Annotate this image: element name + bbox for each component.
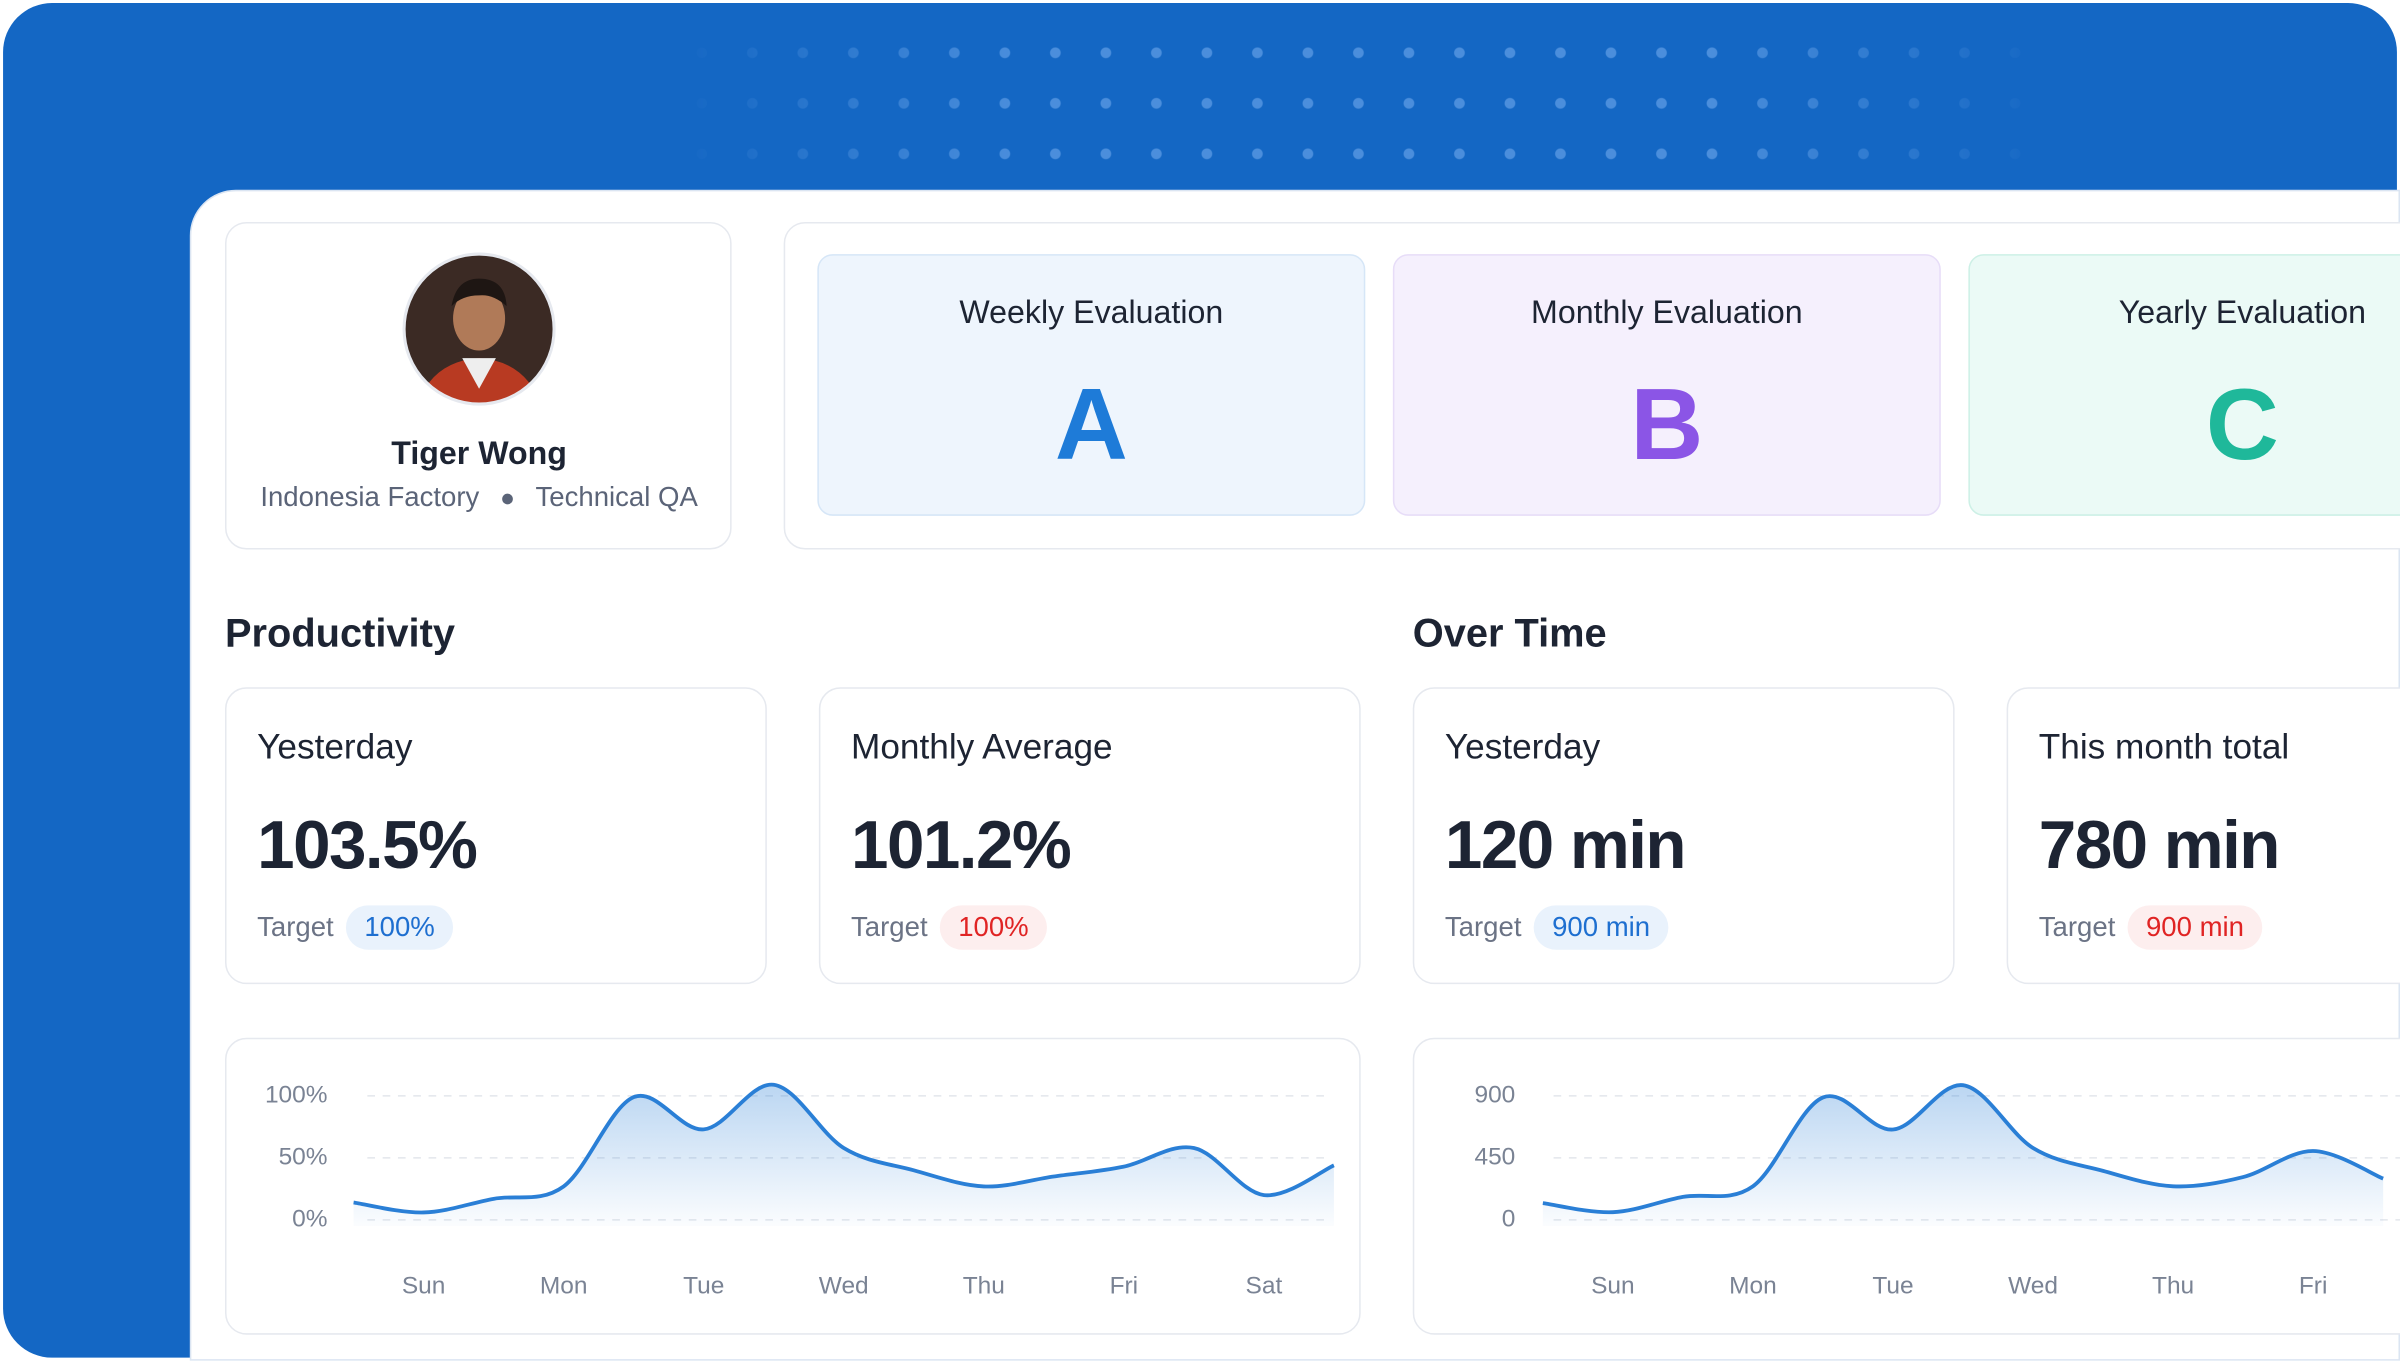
y-tick-label: 50% bbox=[279, 1143, 328, 1170]
x-tick-label: Tue bbox=[683, 1273, 724, 1300]
area bbox=[1542, 1085, 2384, 1227]
evaluation-grade: A bbox=[1054, 367, 1128, 481]
target-row: Target 900 min bbox=[2038, 905, 2263, 950]
area bbox=[353, 1084, 1334, 1227]
x-tick-label: Mon bbox=[540, 1273, 588, 1300]
evaluation-grade: C bbox=[2205, 367, 2279, 481]
x-tick-label: Sat bbox=[1246, 1273, 1283, 1300]
line bbox=[353, 1082, 1335, 1215]
location: Indonesia Factory bbox=[260, 481, 480, 512]
x-tick-label: Thu bbox=[2152, 1273, 2194, 1300]
role: Technical QA bbox=[535, 481, 698, 512]
stat-value: 103.5% bbox=[257, 808, 478, 884]
stat-card bbox=[818, 687, 1361, 985]
x-tick-label: Sun bbox=[402, 1273, 446, 1300]
separator bbox=[502, 493, 514, 504]
avatar bbox=[402, 252, 556, 406]
evaluation-title: Yearly Evaluation bbox=[2118, 295, 2366, 331]
dot-pattern bbox=[676, 27, 2055, 190]
weekly-evaluation bbox=[817, 254, 1366, 516]
target-row: Target 900 min bbox=[1444, 905, 1669, 950]
y-tick-label: 100% bbox=[265, 1081, 328, 1108]
stat-card bbox=[224, 687, 767, 985]
stat-value: 780 min bbox=[2038, 808, 2281, 884]
section-title: Over Time bbox=[1412, 609, 1607, 656]
y-tick-label: 450 bbox=[1474, 1143, 1515, 1170]
x-tick-label: Sun bbox=[1591, 1273, 1635, 1300]
x-tick-label: Thu bbox=[963, 1273, 1005, 1300]
target-pill: 900 min bbox=[1533, 905, 1669, 950]
yearly-evaluation bbox=[1968, 254, 2400, 516]
profile-meta: Indonesia Factory Technical QA bbox=[260, 481, 698, 513]
evaluation-title: Monthly Evaluation bbox=[1531, 295, 1803, 331]
monthly-evaluation bbox=[1392, 254, 1941, 516]
x-tick-label: Tue bbox=[1872, 1273, 1913, 1300]
profile-name: Tiger Wong bbox=[391, 436, 567, 472]
stat-card bbox=[1412, 687, 1955, 985]
stat-label: This month total bbox=[2038, 726, 2290, 767]
target-label: Target bbox=[1444, 911, 1522, 943]
section-title: Productivity bbox=[224, 609, 455, 656]
target-pill: 900 min bbox=[2127, 905, 2263, 950]
target-label: Target bbox=[2038, 911, 2116, 943]
x-tick-label: Fri bbox=[2299, 1273, 2328, 1300]
target-pill: 100% bbox=[345, 905, 454, 950]
target-pill: 100% bbox=[939, 905, 1048, 950]
stat-label: Yesterday bbox=[257, 726, 413, 767]
stat-value: 120 min bbox=[1444, 808, 1687, 884]
target-row: Target 100% bbox=[257, 905, 454, 950]
y-tick-label: 900 bbox=[1474, 1081, 1515, 1108]
line bbox=[1542, 1083, 2384, 1215]
y-tick-label: 0% bbox=[292, 1205, 327, 1232]
target-label: Target bbox=[257, 911, 334, 943]
stat-label: Yesterday bbox=[1444, 726, 1601, 767]
x-tick-label: Mon bbox=[1729, 1273, 1777, 1300]
evaluation-grade: B bbox=[1630, 367, 1704, 481]
stat-value: 101.2% bbox=[851, 808, 1072, 884]
target-row: Target 100% bbox=[851, 905, 1048, 950]
target-label: Target bbox=[851, 911, 928, 943]
x-tick-label: Wed bbox=[819, 1273, 869, 1300]
y-tick-label: 0 bbox=[1502, 1205, 1516, 1232]
evaluation-title: Weekly Evaluation bbox=[959, 295, 1224, 331]
stat-label: Monthly Average bbox=[851, 726, 1113, 767]
x-tick-label: Wed bbox=[2008, 1273, 2058, 1300]
x-tick-label: Fri bbox=[1110, 1273, 1139, 1300]
